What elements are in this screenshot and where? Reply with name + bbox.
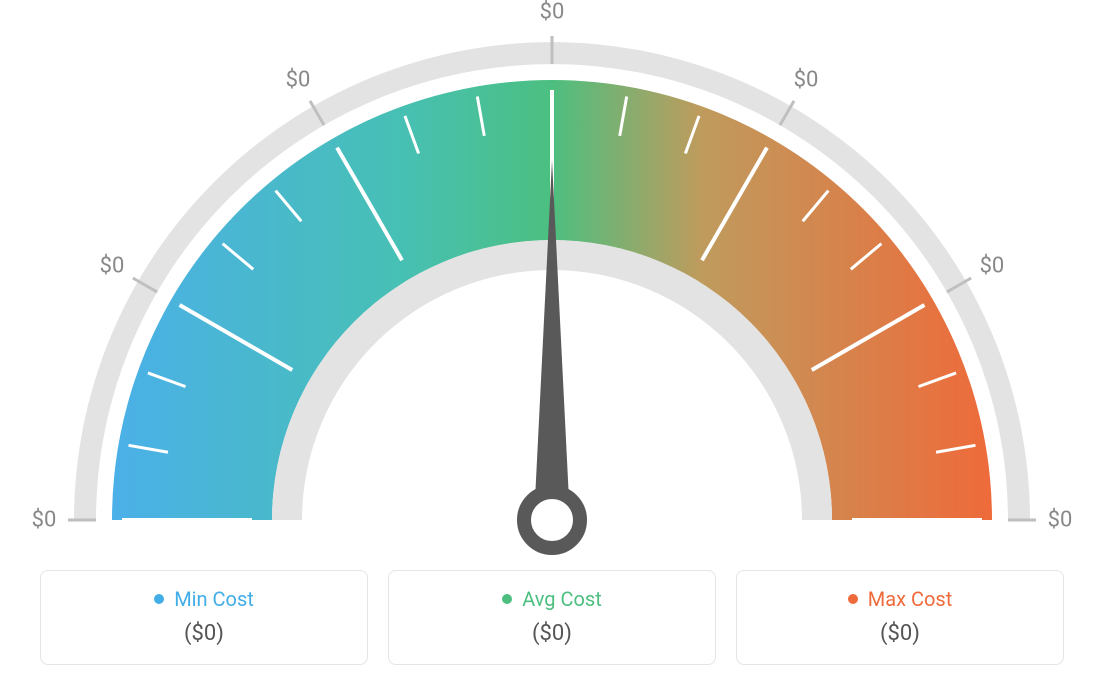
gauge-tick-label: $0 [540, 0, 565, 25]
legend-label-max: Max Cost [868, 587, 953, 611]
gauge-tick-label: $0 [100, 254, 125, 279]
legend-label-min: Min Cost [174, 587, 254, 611]
gauge-tick-label: $0 [980, 254, 1005, 279]
gauge-tick-label: $0 [794, 68, 819, 93]
gauge-tick-label: $0 [1048, 508, 1073, 533]
legend-dot-max [848, 594, 858, 604]
gauge-svg [0, 0, 1104, 560]
legend-title-max: Max Cost [848, 587, 953, 611]
legend-value-max: ($0) [737, 621, 1063, 646]
legend-value-avg: ($0) [389, 621, 715, 646]
gauge-tick-label: $0 [286, 68, 311, 93]
gauge-tick-label: $0 [32, 508, 57, 533]
legend-card-avg: Avg Cost ($0) [388, 570, 716, 665]
legend-title-avg: Avg Cost [502, 587, 602, 611]
gauge-chart: $0 $0 $0 $0 $0 $0 $0 [0, 0, 1104, 560]
legend-dot-min [154, 594, 164, 604]
legend-value-min: ($0) [41, 621, 367, 646]
legend-dot-avg [502, 594, 512, 604]
legend-title-min: Min Cost [154, 587, 254, 611]
legend-label-avg: Avg Cost [522, 587, 602, 611]
legend-row: Min Cost ($0) Avg Cost ($0) Max Cost ($0… [40, 570, 1064, 665]
legend-card-max: Max Cost ($0) [736, 570, 1064, 665]
legend-card-min: Min Cost ($0) [40, 570, 368, 665]
